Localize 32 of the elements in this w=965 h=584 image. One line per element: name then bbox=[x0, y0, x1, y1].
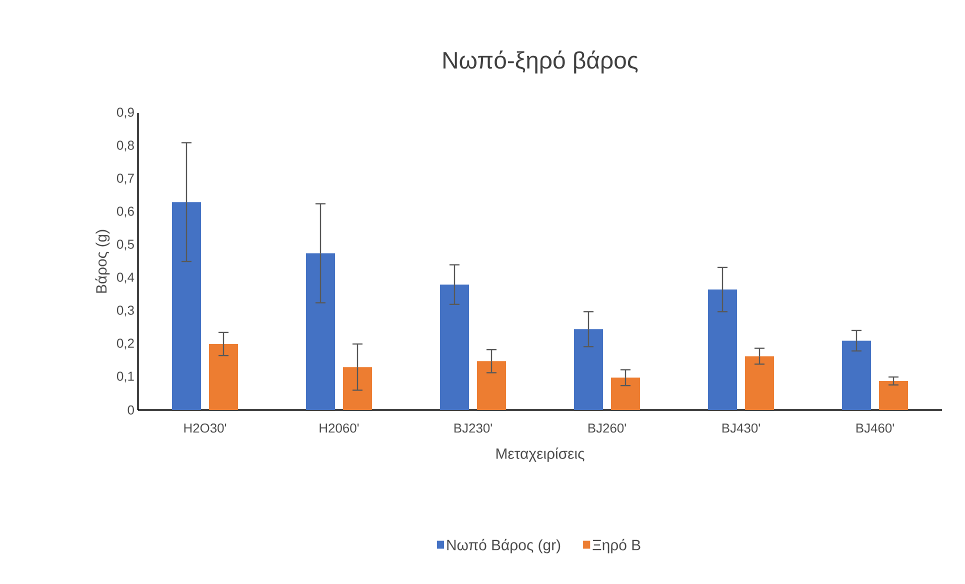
y-tick-label: 0,4 bbox=[116, 272, 134, 284]
bar bbox=[172, 202, 201, 410]
x-tick-label: H2060' bbox=[320, 424, 359, 433]
y-tick-label: 0,8 bbox=[116, 140, 134, 152]
bar bbox=[611, 378, 640, 410]
legend-label: Ξηρό Β bbox=[592, 538, 640, 554]
x-tick-label: BJ430' bbox=[722, 424, 760, 433]
y-tick-label: 0,9 bbox=[116, 108, 134, 118]
bar bbox=[440, 284, 470, 410]
bar bbox=[306, 253, 336, 410]
bar bbox=[879, 380, 908, 410]
bar bbox=[745, 356, 774, 410]
y-tick-label: 0,1 bbox=[116, 372, 134, 382]
bar bbox=[209, 344, 238, 410]
chart-title: Νωπό-ξηρό βάρος bbox=[444, 50, 638, 74]
y-tick-label: 0 bbox=[128, 405, 134, 415]
x-tick-label: H2O30' bbox=[184, 424, 226, 433]
y-tick-label: 0,2 bbox=[116, 338, 134, 350]
y-tick-label: 0,7 bbox=[116, 174, 134, 184]
legend-label: Νωπό Βάρος (gr) bbox=[447, 538, 560, 554]
y-tick-label: 0,5 bbox=[116, 240, 134, 250]
y-tick-label: 0,6 bbox=[116, 206, 134, 218]
bar bbox=[477, 361, 506, 410]
y-axis-title: Βάρος (g) bbox=[95, 230, 110, 293]
x-tick-label: BJ460' bbox=[856, 424, 894, 433]
bar bbox=[708, 290, 738, 410]
x-axis-title: Μεταχειρίσεις bbox=[496, 448, 584, 462]
bar bbox=[574, 329, 604, 410]
x-tick-label: BJ230' bbox=[454, 424, 492, 433]
x-tick-label: BJ260' bbox=[588, 424, 626, 433]
y-tick-label: 0,3 bbox=[116, 306, 134, 316]
bar bbox=[842, 340, 872, 410]
